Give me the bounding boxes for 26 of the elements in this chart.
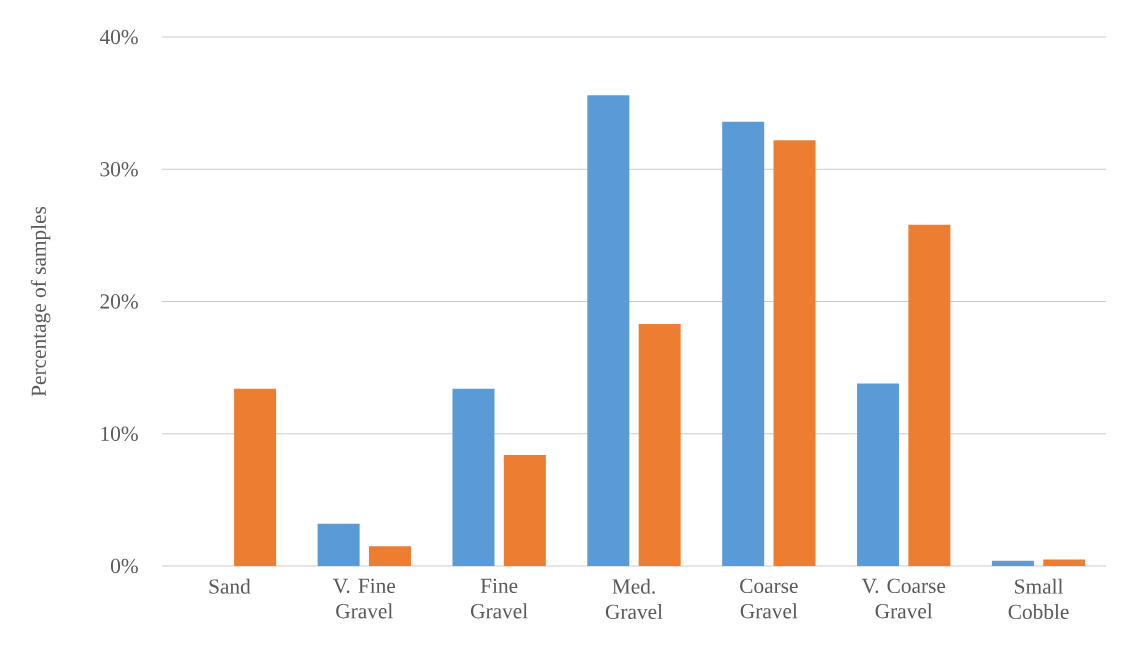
bar (317, 523, 360, 566)
bar (857, 383, 900, 566)
bar (587, 95, 630, 566)
bar (1043, 559, 1086, 566)
bar (991, 560, 1034, 566)
bar (773, 140, 816, 566)
x-tick-label: Fine Gravel (471, 578, 528, 619)
y-tick-label: 40% (99, 29, 138, 45)
x-tick-label: Med. Gravel (605, 578, 663, 620)
bar (452, 388, 495, 566)
x-tick-label: Coarse Gravel (740, 578, 798, 619)
x-tick-label: V. Coarse Gravel (861, 578, 946, 619)
y-tick-label: 0% (111, 558, 138, 574)
y-axis-title: Percentage of samples (30, 206, 51, 397)
bar (638, 323, 681, 566)
x-tick-label: Small Cobble (1008, 578, 1069, 620)
bar (908, 224, 951, 566)
x-tick-label: Sand (209, 578, 251, 594)
bar (503, 454, 546, 566)
y-tick-label: 20% (100, 294, 138, 309)
x-tick-label: V. Fine Gravel (333, 578, 396, 619)
y-tick-label: 10% (101, 426, 138, 441)
bar (234, 388, 277, 566)
bar (722, 121, 765, 566)
y-tick-label: 30% (100, 162, 138, 177)
bar (368, 546, 411, 566)
